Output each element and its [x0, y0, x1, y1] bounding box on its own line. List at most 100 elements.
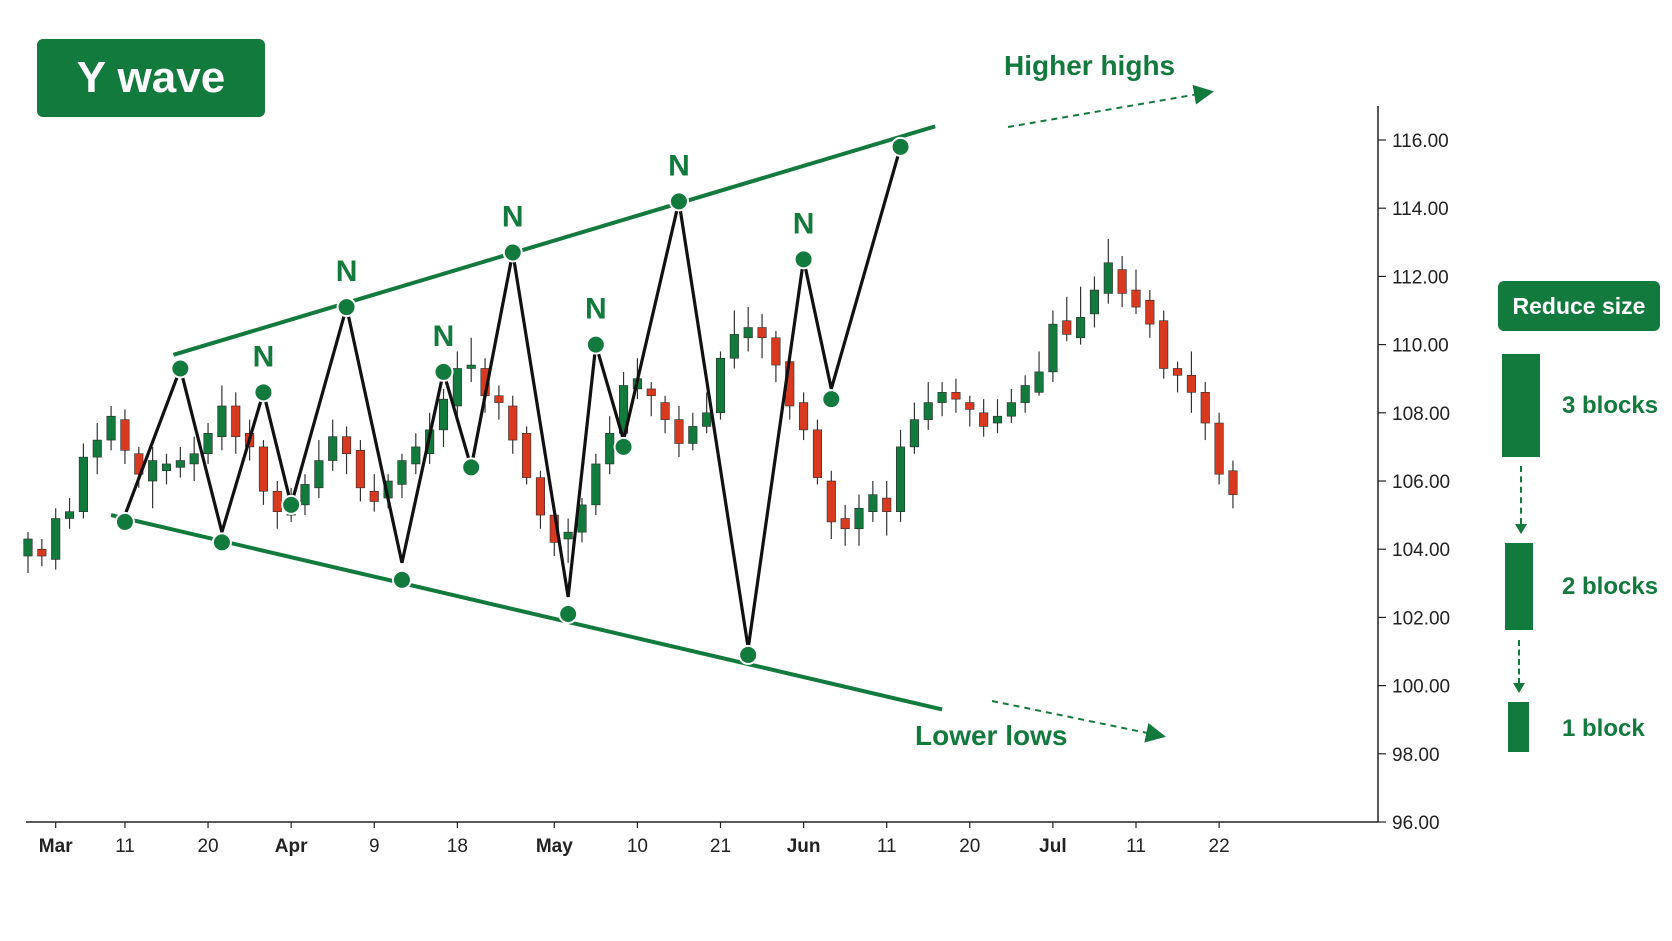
candle-body-up: [923, 402, 933, 420]
candle-body-down: [1173, 368, 1183, 376]
chart-title: Y wave: [76, 53, 226, 102]
low-pivot-dot: [391, 569, 412, 590]
candle-body-down: [1062, 320, 1072, 335]
x-tick-label: 10: [627, 836, 648, 857]
high-pivot-dot: [793, 249, 814, 270]
candle-body-up: [895, 446, 906, 512]
candle: [1200, 382, 1210, 441]
candle-body-up: [23, 538, 33, 557]
candle: [1089, 276, 1099, 328]
y-tick-label: 108.00: [1392, 404, 1450, 425]
candle: [51, 508, 61, 570]
candle-body-down: [799, 402, 809, 431]
low-pivot-dot: [738, 644, 759, 665]
x-tick-label: 18: [447, 836, 468, 857]
candle-body-up: [868, 494, 878, 512]
candle-body-up: [452, 368, 462, 407]
candle-body-down: [826, 480, 836, 523]
candle: [341, 426, 352, 475]
candle-body-down: [535, 477, 546, 516]
n-marker-label: N: [585, 293, 607, 326]
low-pivot-dot: [281, 494, 302, 515]
candle-body-down: [522, 432, 532, 478]
candle: [78, 443, 88, 519]
reduce-arrowhead-2: [1513, 683, 1525, 693]
candle: [1173, 361, 1183, 393]
candle: [1117, 255, 1127, 308]
candle: [591, 453, 601, 516]
candle-body-up: [1034, 371, 1044, 393]
candle-body-up: [411, 446, 421, 465]
candle: [646, 382, 656, 417]
candle: [494, 385, 504, 420]
n-marker-label: N: [502, 201, 524, 234]
candle: [702, 392, 712, 434]
candle: [854, 494, 864, 546]
candle: [203, 423, 213, 464]
high-pivot-dot: [253, 382, 274, 403]
candle-body-up: [51, 518, 61, 560]
candle-body-up: [1020, 385, 1030, 403]
candle: [1103, 238, 1113, 304]
candle-body-up: [300, 484, 310, 506]
candle: [189, 436, 199, 481]
candle: [1006, 388, 1016, 424]
candle: [674, 405, 684, 458]
x-tick-label: 22: [1209, 836, 1230, 857]
candle: [868, 481, 878, 522]
high-pivot-dot: [433, 361, 454, 382]
x-tick-label: 9: [369, 836, 380, 857]
candle: [258, 440, 269, 505]
candle-body-down: [258, 446, 269, 492]
x-tick-label: 20: [959, 836, 980, 857]
candle: [120, 409, 130, 464]
candle: [882, 481, 892, 536]
candle: [522, 426, 532, 485]
candle: [466, 337, 476, 383]
candle-body-down: [1186, 374, 1196, 393]
candle-body-up: [743, 327, 753, 339]
candle: [508, 395, 518, 454]
lower-lows-arrow: [991, 700, 1166, 743]
candle-body-up: [217, 405, 227, 437]
x-tick-label: 11: [1126, 836, 1146, 857]
low-pivot-dot: [558, 603, 579, 624]
candle: [1228, 460, 1238, 509]
candle-body-down: [660, 402, 670, 420]
candle: [328, 419, 338, 471]
x-tick-label: 21: [710, 836, 731, 857]
higher-highs-arrow: [1007, 84, 1214, 128]
candle: [411, 433, 421, 475]
n-marker-label: N: [253, 340, 275, 373]
candle: [106, 405, 116, 451]
candle: [438, 388, 449, 447]
candle: [231, 392, 241, 454]
candle-body-down: [812, 429, 823, 478]
candle-body-down: [355, 450, 365, 489]
candle: [92, 423, 102, 475]
candle: [1214, 412, 1224, 485]
candle-body-down: [840, 518, 850, 530]
two-blocks-label: 2 blocks: [1562, 573, 1659, 600]
candle: [1034, 351, 1044, 396]
reduce-size-badge: Reduce size: [1498, 281, 1660, 331]
n-marker-label: N: [336, 255, 358, 288]
higher-highs-label: Higher highs: [1004, 50, 1176, 81]
candle-body-down: [882, 497, 892, 512]
candle: [175, 446, 185, 478]
candle: [314, 440, 324, 499]
candle: [161, 453, 172, 485]
candle-body-down: [508, 405, 518, 441]
low-pivot-dot: [211, 532, 232, 553]
candle-body-down: [965, 402, 975, 410]
chart-title-badge: Y wave: [37, 39, 265, 117]
high-pivot-dot: [668, 191, 689, 212]
candle-body-up: [591, 463, 601, 506]
high-pivot-dot: [585, 334, 606, 355]
y-tick-label: 100.00: [1392, 677, 1450, 698]
candle-body-down: [1200, 392, 1210, 424]
candle-body-up: [992, 415, 1003, 424]
x-tick-label: 11: [115, 836, 135, 857]
candle: [979, 399, 989, 437]
